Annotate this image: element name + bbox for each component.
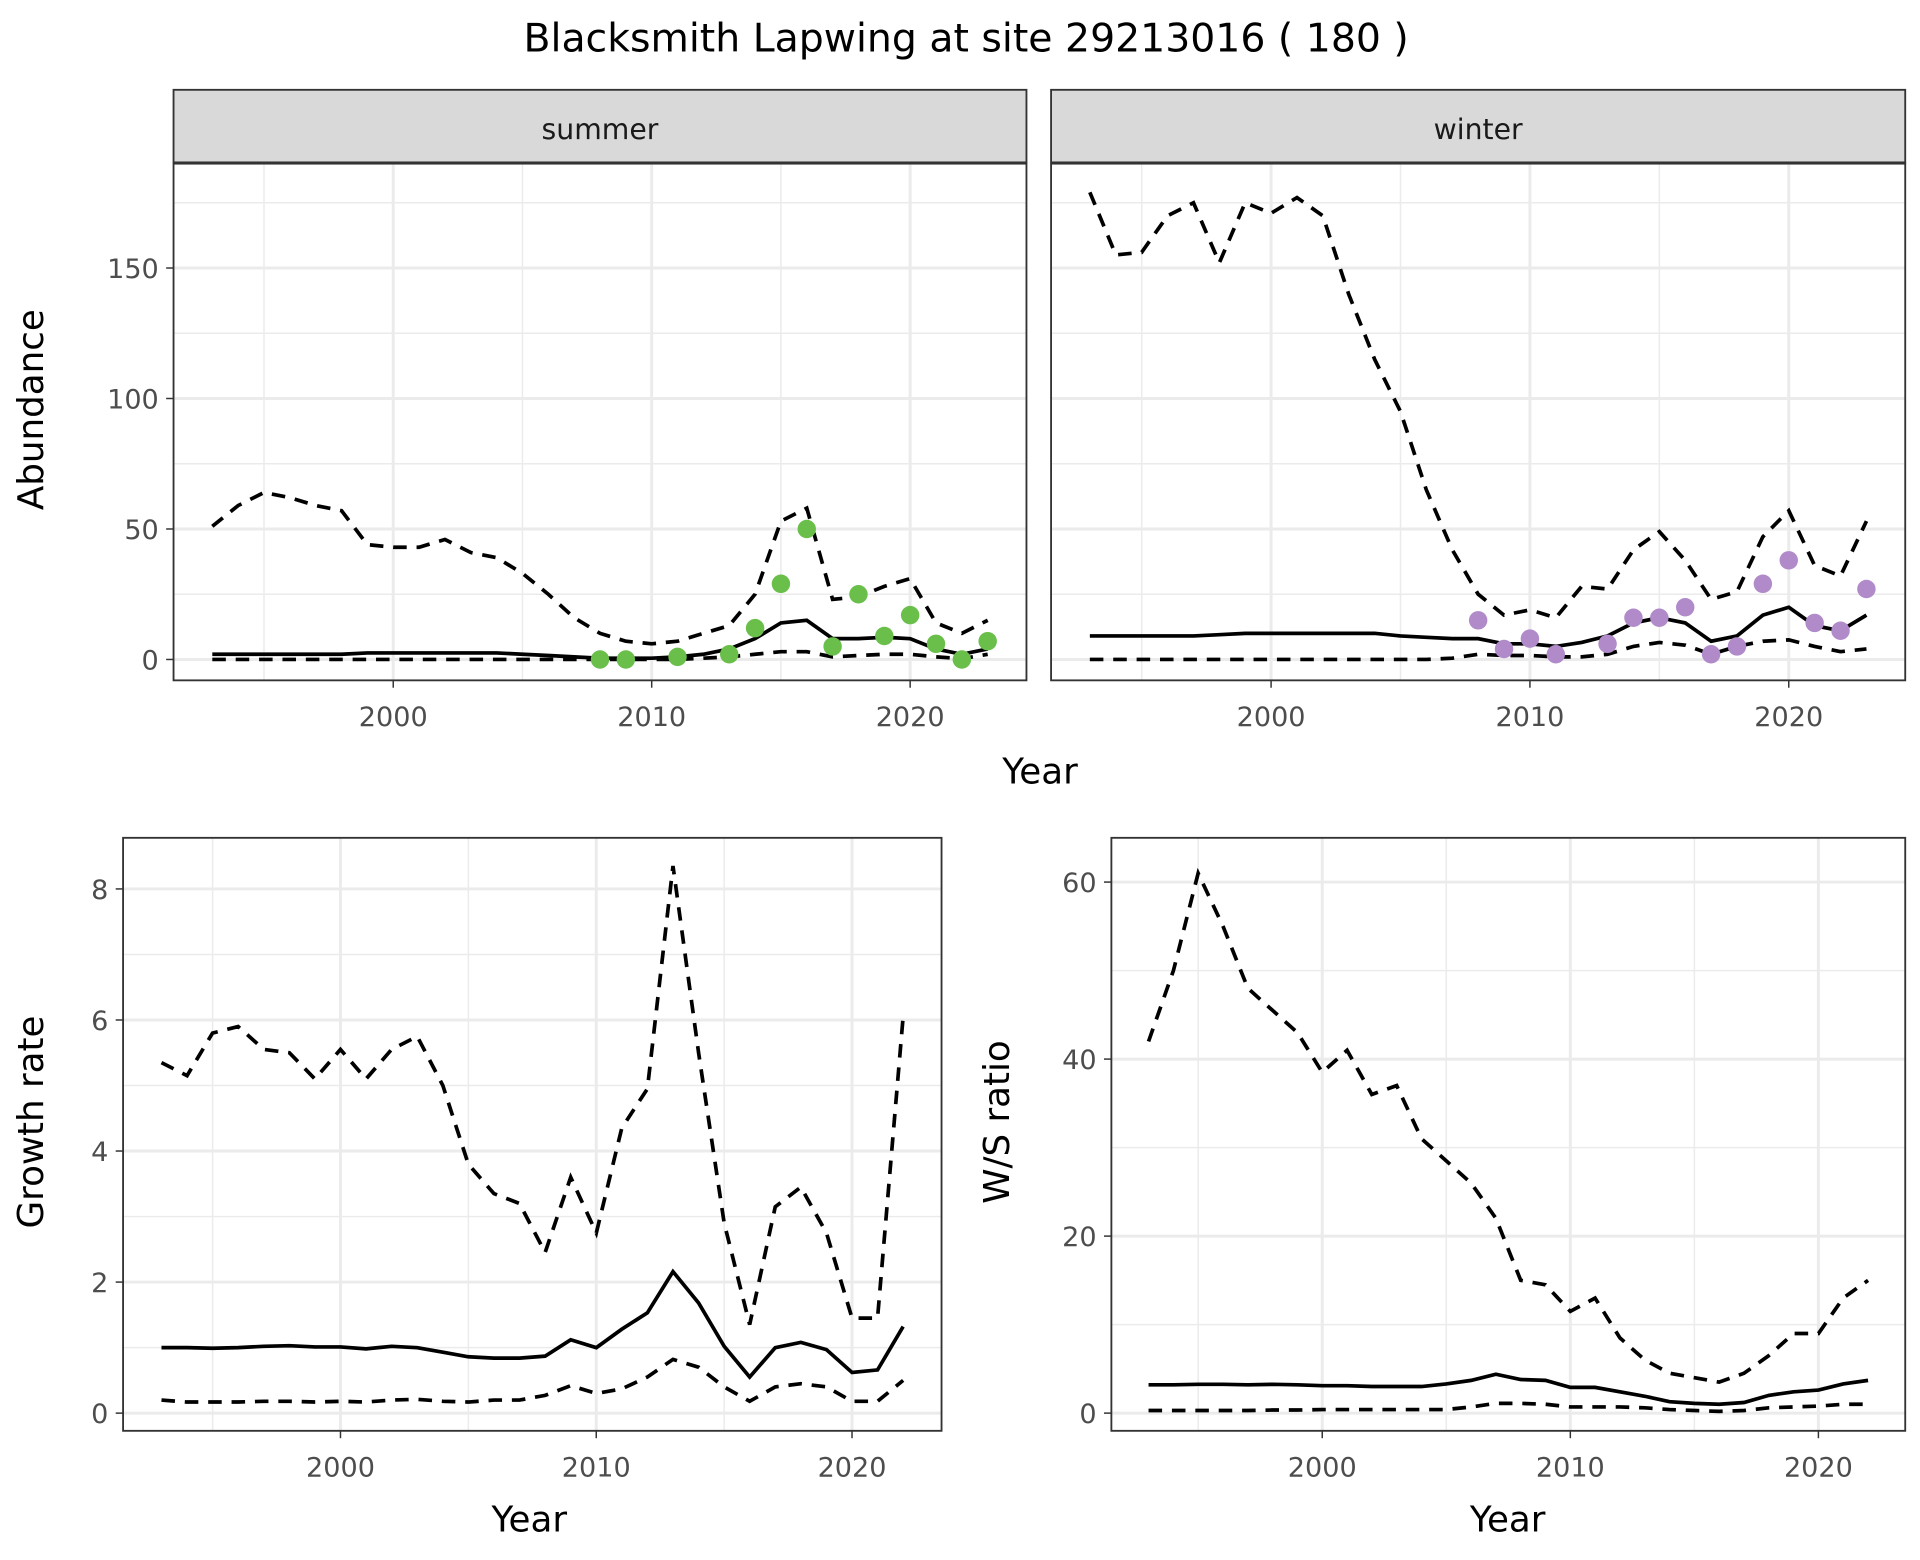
x-axis-title-shared: Year xyxy=(1001,752,1078,793)
observed-point xyxy=(590,650,610,669)
x-tick-label: 2020 xyxy=(1754,702,1823,733)
y-tick-label: 0 xyxy=(1079,1399,1096,1430)
observed-point xyxy=(1857,579,1876,599)
estimate-line xyxy=(1148,1372,1869,1407)
y-tick-label: 0 xyxy=(142,645,159,676)
observed-point xyxy=(952,650,972,669)
observed-point xyxy=(1701,645,1721,664)
facet-strip xyxy=(172,88,1028,164)
panel-ratio: 2000 2010 2020 0 20 40 60 W/S ratio Year xyxy=(977,836,1907,1541)
panel-border xyxy=(1050,162,1907,682)
upper-bound-line xyxy=(1088,191,1869,620)
observed-point xyxy=(1779,551,1798,570)
x-tick-label: 2020 xyxy=(876,702,945,733)
x-tick-label: 2000 xyxy=(306,1452,375,1483)
observed-point xyxy=(1520,629,1540,648)
observed-point xyxy=(1650,608,1669,627)
observed-point xyxy=(1546,645,1566,664)
observed-point xyxy=(1831,621,1850,640)
facet-strip-label: summer xyxy=(542,113,659,146)
observed-point xyxy=(1753,574,1773,594)
observed-point xyxy=(849,585,868,604)
x-tick-label: 2000 xyxy=(1237,702,1306,733)
observed-point xyxy=(1494,639,1514,659)
y-axis-title: Abundance xyxy=(11,309,52,510)
observed-point xyxy=(1675,598,1695,617)
observed-point xyxy=(771,574,791,594)
panel-border xyxy=(172,162,1028,682)
observed-point xyxy=(1727,637,1747,656)
panel-border xyxy=(122,836,943,1432)
y-tick-label: 60 xyxy=(1062,868,1096,899)
y-tick-label: 100 xyxy=(107,384,159,415)
x-tick-label: 2010 xyxy=(1536,1452,1605,1483)
observed-point xyxy=(875,626,894,646)
panel-winter: 2000 2010 2020 winter xyxy=(1050,88,1907,733)
x-tick-label: 2000 xyxy=(1288,1452,1357,1483)
observed-point xyxy=(1468,611,1488,630)
y-tick-label: 0 xyxy=(91,1399,108,1430)
x-tick-label: 2010 xyxy=(562,1452,631,1483)
lower-bound-line xyxy=(1148,1401,1869,1414)
upper-bound-line xyxy=(160,865,905,1326)
observed-point xyxy=(978,631,997,651)
figure-title: Blacksmith Lapwing at site 29213016 ( 18… xyxy=(524,16,1409,62)
x-tick-label: 2020 xyxy=(1784,1452,1853,1483)
x-tick-label: 2010 xyxy=(617,702,686,733)
observed-point xyxy=(616,650,636,669)
observed-point xyxy=(900,605,920,625)
observed-point xyxy=(1624,608,1643,627)
x-tick-label: 2010 xyxy=(1495,702,1564,733)
upper-bound-line xyxy=(211,490,989,646)
y-tick-label: 50 xyxy=(124,515,158,546)
upper-bound-line xyxy=(1146,867,1870,1385)
y-tick-label: 6 xyxy=(91,1006,108,1037)
x-axis-title: Year xyxy=(490,1500,567,1541)
y-tick-label: 40 xyxy=(1062,1045,1096,1076)
observed-point xyxy=(720,645,739,664)
y-tick-label: 20 xyxy=(1062,1222,1096,1253)
y-axis-title: W/S ratio xyxy=(977,1040,1018,1203)
observed-point xyxy=(1598,634,1617,654)
y-tick-label: 8 xyxy=(91,875,108,906)
panel-summer: 2000 2010 2020 0 50 100 150 summer Abundance xyxy=(11,88,1028,733)
lower-bound-line xyxy=(1089,638,1867,662)
panel-border xyxy=(1110,836,1907,1432)
x-tick-label: 2020 xyxy=(818,1452,887,1483)
observed-point xyxy=(926,634,946,654)
estimate-line xyxy=(161,1268,905,1380)
y-tick-label: 2 xyxy=(91,1268,108,1299)
observed-point xyxy=(1805,613,1824,633)
observed-point xyxy=(797,519,816,539)
y-axis-title: Growth rate xyxy=(11,1016,52,1229)
x-axis-title: Year xyxy=(1469,1500,1546,1541)
estimate-line xyxy=(1089,605,1868,649)
facet-strip xyxy=(1050,88,1907,164)
observed-point xyxy=(745,618,765,638)
facet-strip-label: winter xyxy=(1434,113,1523,146)
panel-growth: 2000 2010 2020 0 2 4 6 8 Growth rate Year xyxy=(11,836,943,1541)
observed-point xyxy=(823,637,842,656)
lower-bound-line xyxy=(161,1357,905,1404)
y-tick-label: 150 xyxy=(107,254,159,285)
y-tick-label: 4 xyxy=(91,1137,108,1168)
x-tick-label: 2000 xyxy=(359,702,428,733)
observed-point xyxy=(668,647,687,667)
